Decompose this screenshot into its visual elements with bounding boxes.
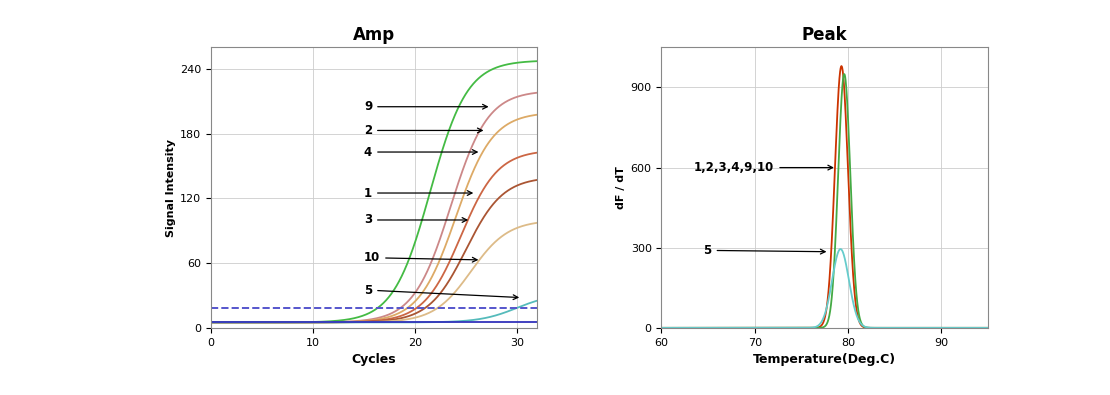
Text: 5: 5	[704, 244, 825, 257]
Title: Amp: Amp	[353, 26, 395, 45]
Text: 9: 9	[364, 100, 487, 113]
X-axis label: Cycles: Cycles	[352, 353, 396, 366]
Title: Peak: Peak	[801, 26, 847, 45]
Text: 1: 1	[364, 186, 472, 199]
Text: 4: 4	[364, 145, 477, 158]
Text: 2: 2	[364, 124, 482, 137]
X-axis label: Temperature(Deg.C): Temperature(Deg.C)	[753, 353, 896, 366]
Y-axis label: dF / dT: dF / dT	[616, 166, 626, 209]
Y-axis label: Signal Intensity: Signal Intensity	[165, 139, 175, 237]
Text: 3: 3	[364, 213, 467, 226]
Text: 1,2,3,4,9,10: 1,2,3,4,9,10	[694, 161, 832, 174]
Text: 10: 10	[364, 251, 477, 264]
Text: 5: 5	[364, 284, 518, 299]
